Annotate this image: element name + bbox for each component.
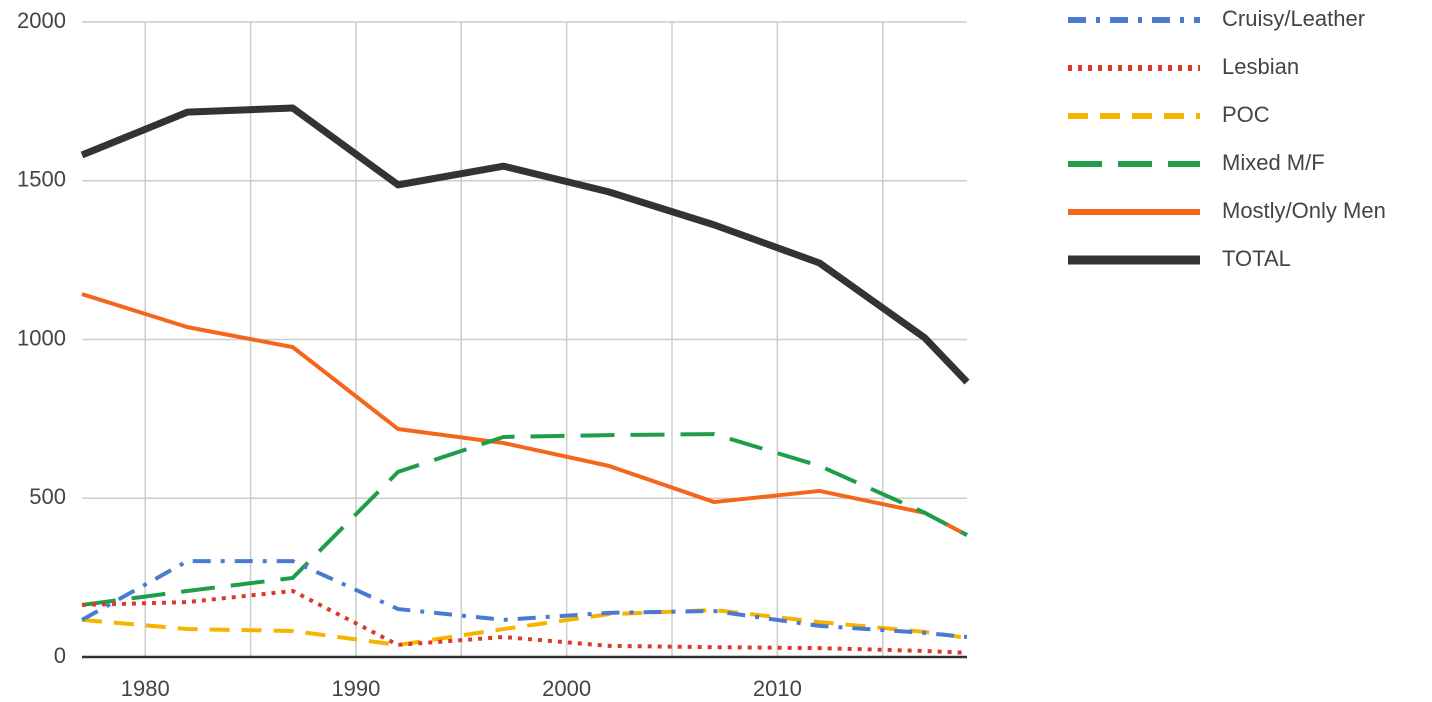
legend-label: POC <box>1222 102 1270 127</box>
series-line <box>80 104 970 385</box>
x-tick-label: 2010 <box>753 676 802 701</box>
legend-label: Mixed M/F <box>1222 150 1325 175</box>
x-tick-label: 1990 <box>331 676 380 701</box>
series-line <box>81 432 968 607</box>
y-tick-label: 2000 <box>17 8 66 33</box>
legend-label: Cruisy/Leather <box>1222 6 1365 31</box>
y-tick-label: 1500 <box>17 167 66 192</box>
legend-label: Mostly/Only Men <box>1222 198 1386 223</box>
y-tick-label: 0 <box>54 643 66 668</box>
x-tick-label: 1980 <box>121 676 170 701</box>
legend-label: Lesbian <box>1222 54 1299 79</box>
legend-label: TOTAL <box>1222 246 1291 271</box>
y-tick-label: 500 <box>29 484 66 509</box>
series-line <box>81 292 968 537</box>
series-line <box>81 588 968 655</box>
x-tick-label: 2000 <box>542 676 591 701</box>
series-line <box>81 559 968 639</box>
y-tick-label: 1000 <box>17 325 66 350</box>
series-line <box>81 608 968 647</box>
